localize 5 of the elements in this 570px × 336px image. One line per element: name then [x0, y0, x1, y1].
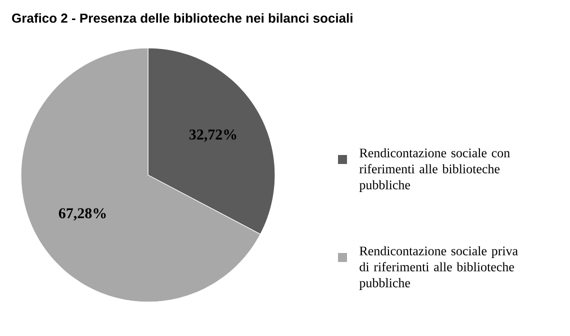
legend-label: Rendicontazione sociale priva di riferimenti alle biblioteche pubbliche [359, 246, 518, 290]
data-label: 32,72% [189, 129, 236, 142]
data-label: 67,28% [58, 208, 106, 220]
chart-title: Grafico 2 - Presenza delle biblioteche nei bilanci sociali [12, 13, 352, 23]
legend-label: Rendicontazione sociale con riferimenti alle biblioteche pubbliche [359, 148, 510, 192]
